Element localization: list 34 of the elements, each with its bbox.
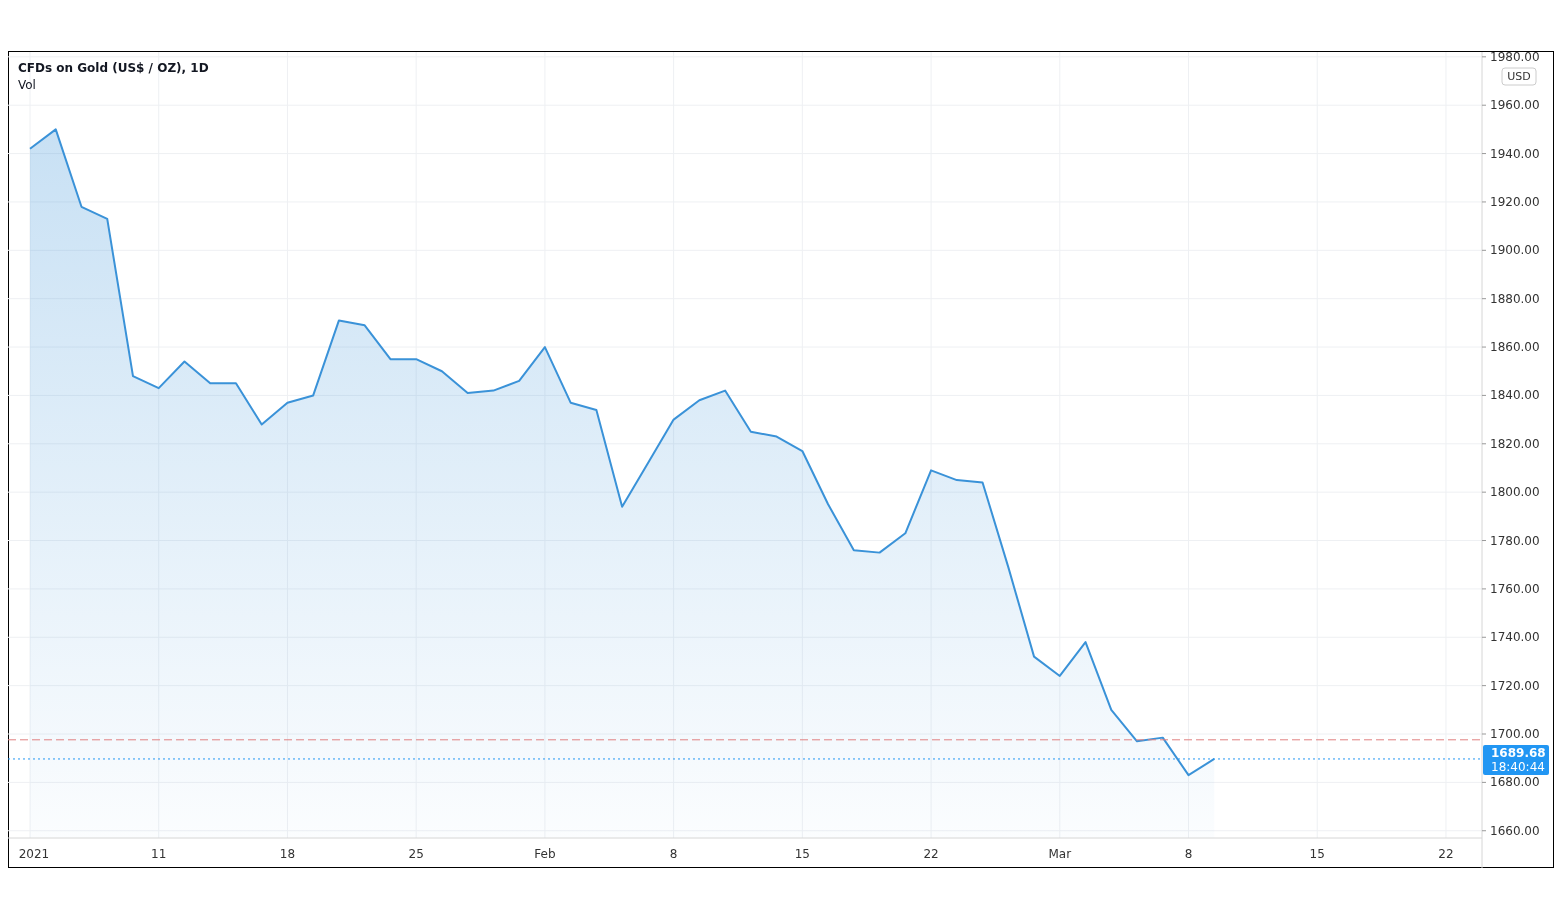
x-tick-label: 8 bbox=[1184, 847, 1193, 861]
text: 18:40:44 bbox=[1491, 759, 1545, 774]
y-tick-label: 1940.00 bbox=[1490, 146, 1540, 161]
x-tick-label: 25 bbox=[408, 847, 424, 861]
y-tick-label: 1960.00 bbox=[1490, 98, 1540, 113]
y-tick-label: 1820.00 bbox=[1490, 436, 1540, 451]
x-tick-label: 18 bbox=[279, 847, 296, 861]
y-tick-label: 1860.00 bbox=[1490, 340, 1540, 355]
y-tick-label: 1700.00 bbox=[1490, 727, 1540, 742]
y-tick-label: 1840.00 bbox=[1490, 388, 1540, 403]
text: USD bbox=[1507, 70, 1531, 83]
x-tick-label: Mar bbox=[1048, 847, 1072, 861]
y-tick-label: 1760.00 bbox=[1490, 581, 1540, 596]
y-tick-label: 1680.00 bbox=[1490, 775, 1540, 790]
x-tick-label: Feb bbox=[534, 847, 556, 861]
x-tick-label: 22 bbox=[923, 847, 939, 861]
y-tick-label: 1780.00 bbox=[1490, 533, 1540, 548]
y-tick-label: 1800.00 bbox=[1490, 485, 1540, 500]
x-tick-label: 15 bbox=[1309, 847, 1325, 861]
annotation: Vol bbox=[18, 78, 36, 92]
x-tick-label: 2021 bbox=[18, 847, 50, 861]
x-tick-label: 8 bbox=[669, 847, 678, 861]
x-tick-label: 22 bbox=[1438, 847, 1454, 861]
text: CFDs on Gold (US$ / OZ), 1D bbox=[18, 61, 209, 75]
x-tick-label: 11 bbox=[151, 847, 167, 861]
y-tick-label: 1740.00 bbox=[1490, 630, 1540, 645]
y-tick-label: 1880.00 bbox=[1490, 291, 1540, 306]
y-tick-label: 1660.00 bbox=[1490, 823, 1540, 838]
x-tick-label: 15 bbox=[794, 847, 810, 861]
y-tick-label: 1920.00 bbox=[1490, 194, 1540, 209]
y-tick-label: 1900.00 bbox=[1490, 243, 1540, 258]
y-tick-label: 1720.00 bbox=[1490, 678, 1540, 693]
ref-line-label: 1689.68 bbox=[1491, 745, 1546, 760]
y-tick-label: 1980.00 bbox=[1490, 49, 1540, 64]
